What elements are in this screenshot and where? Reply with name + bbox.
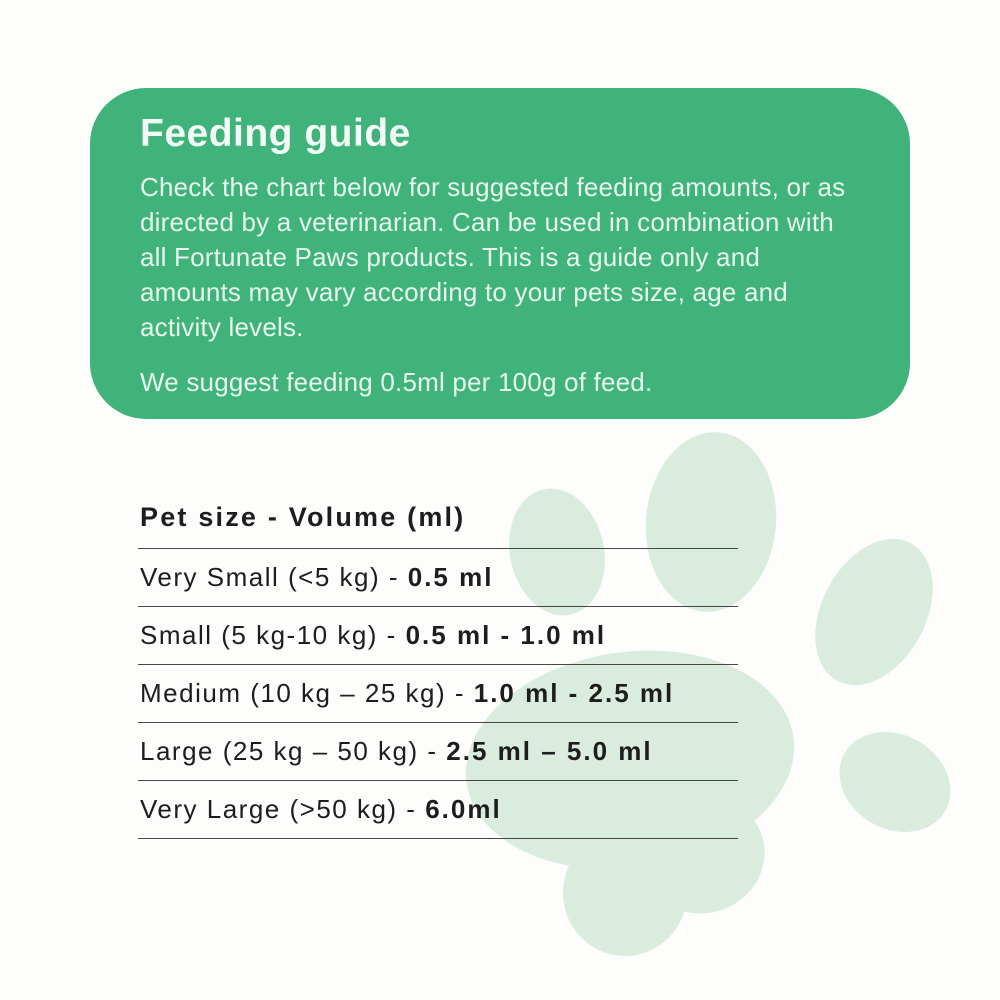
row-volume: 1.0 ml - 2.5 ml bbox=[473, 678, 675, 708]
table-header: Pet size - Volume (ml) bbox=[138, 489, 738, 549]
row-volume: 6.0ml bbox=[425, 794, 502, 824]
row-volume: 0.5 ml bbox=[407, 562, 494, 592]
feeding-table: Pet size - Volume (ml) Very Small (<5 kg… bbox=[138, 489, 738, 839]
row-label: Medium (10 kg – 25 kg) - bbox=[140, 678, 474, 708]
table-row: Very Small (<5 kg) - 0.5 ml bbox=[138, 549, 738, 607]
card-paragraph-1: Check the chart below for suggested feed… bbox=[140, 172, 846, 342]
table-row: Medium (10 kg – 25 kg) - 1.0 ml - 2.5 ml bbox=[138, 665, 738, 723]
row-label: Small (5 kg-10 kg) - bbox=[140, 620, 406, 650]
paw-toe-icon bbox=[815, 538, 933, 686]
table-row: Small (5 kg-10 kg) - 0.5 ml - 1.0 ml bbox=[138, 607, 738, 665]
row-label: Very Large (>50 kg) - bbox=[140, 794, 426, 824]
row-volume: 0.5 ml - 1.0 ml bbox=[405, 620, 607, 650]
table-row: Large (25 kg – 50 kg) - 2.5 ml – 5.0 ml bbox=[138, 723, 738, 781]
table-row: Very Large (>50 kg) - 6.0ml bbox=[138, 781, 738, 839]
paw-toe-icon bbox=[509, 488, 605, 616]
card-paragraph-2: We suggest feeding 0.5ml per 100g of fee… bbox=[140, 367, 653, 397]
paw-pad-icon bbox=[641, 796, 765, 914]
row-label: Large (25 kg – 50 kg) - bbox=[140, 736, 447, 766]
row-label: Very Small (<5 kg) - bbox=[140, 562, 408, 592]
paw-toe-icon bbox=[645, 432, 777, 612]
feeding-guide-card: Feeding guide Check the chart below for … bbox=[90, 88, 910, 419]
card-title: Feeding guide bbox=[140, 112, 411, 155]
row-volume: 2.5 ml – 5.0 ml bbox=[446, 736, 653, 766]
paw-toe-icon bbox=[839, 732, 951, 832]
